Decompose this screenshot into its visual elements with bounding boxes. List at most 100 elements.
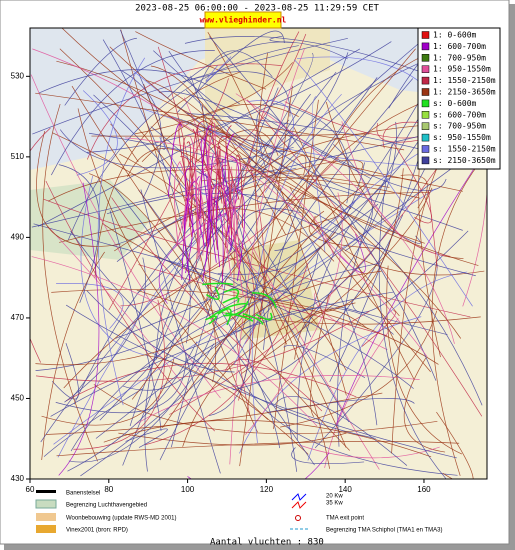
track bbox=[187, 452, 330, 479]
track bbox=[50, 291, 394, 417]
legend: 1: 0-600m 1: 600-700m 1: 700-950m 1: 950-15… bbox=[421, 31, 496, 165]
track bbox=[76, 90, 118, 176]
track bbox=[296, 178, 389, 441]
track bbox=[150, 65, 286, 235]
track bbox=[269, 35, 294, 43]
track bbox=[337, 77, 448, 447]
x-tick-label: 60 bbox=[26, 485, 35, 494]
footer: Aantal vluchten : 830 bbox=[210, 538, 324, 548]
y-tick-label: 430 bbox=[11, 474, 25, 483]
x-tick-label: 120 bbox=[260, 485, 274, 494]
legend-swatch bbox=[421, 88, 430, 96]
track bbox=[166, 41, 348, 99]
track bbox=[324, 318, 399, 468]
track bbox=[125, 137, 335, 256]
legend-label: s: 2150-3650m bbox=[433, 156, 496, 165]
track bbox=[307, 271, 468, 461]
track bbox=[121, 70, 162, 199]
track bbox=[80, 175, 150, 357]
track bbox=[31, 256, 318, 427]
track bbox=[32, 37, 348, 135]
track bbox=[77, 108, 269, 420]
key-swatch bbox=[36, 525, 56, 533]
track bbox=[30, 127, 51, 363]
legend-label: 1: 950-1550m bbox=[433, 65, 491, 74]
track bbox=[335, 167, 476, 425]
track bbox=[293, 59, 473, 307]
track bbox=[403, 357, 446, 453]
legend-swatch bbox=[421, 65, 430, 73]
track bbox=[217, 136, 229, 204]
track bbox=[242, 99, 429, 331]
track bbox=[215, 190, 221, 268]
axes: 60 80 100 120 140 160 430 450 470 490 510 530 bbox=[11, 71, 432, 494]
track bbox=[184, 168, 195, 233]
track bbox=[51, 342, 79, 400]
key-label: Woonbebouwing (update RWS-MD 2001) bbox=[66, 516, 177, 522]
key-label: Begrenzing Luchthavengebied bbox=[66, 503, 147, 509]
legend-swatch bbox=[421, 54, 430, 62]
track bbox=[205, 56, 232, 82]
track bbox=[178, 121, 191, 197]
track bbox=[308, 210, 384, 249]
key-label: 20 Kw bbox=[326, 494, 343, 500]
track bbox=[196, 50, 273, 94]
key-swatch bbox=[36, 490, 56, 493]
track bbox=[233, 142, 436, 366]
legend-label: 1: 600-700m bbox=[433, 42, 486, 51]
track bbox=[73, 299, 165, 450]
key-swatch bbox=[291, 493, 307, 501]
track bbox=[221, 160, 237, 250]
legend-label: s: 700-950m bbox=[433, 122, 486, 131]
track bbox=[169, 124, 467, 415]
track bbox=[36, 131, 121, 247]
track bbox=[196, 197, 212, 297]
track bbox=[348, 205, 421, 244]
track bbox=[35, 231, 336, 366]
site-badge bbox=[204, 11, 282, 29]
track bbox=[41, 358, 175, 426]
track bbox=[35, 310, 370, 382]
track bbox=[197, 120, 215, 187]
track bbox=[88, 132, 463, 231]
track bbox=[120, 29, 258, 433]
track bbox=[168, 50, 270, 148]
track bbox=[255, 53, 288, 345]
site: www.vlieghinder.nl bbox=[200, 15, 287, 25]
x-tick-label: 160 bbox=[417, 485, 431, 494]
legend-label: 1: 1550-2150m bbox=[433, 76, 496, 85]
track bbox=[294, 309, 369, 360]
track bbox=[183, 177, 194, 245]
track bbox=[65, 304, 457, 459]
y-tick-label: 510 bbox=[11, 152, 25, 161]
track bbox=[191, 163, 199, 254]
track bbox=[236, 188, 246, 282]
track bbox=[114, 173, 417, 252]
track bbox=[242, 313, 264, 325]
track bbox=[436, 411, 474, 479]
track bbox=[224, 359, 323, 412]
track bbox=[195, 176, 206, 247]
track bbox=[255, 312, 273, 321]
key-swatch bbox=[35, 499, 57, 509]
track bbox=[64, 257, 146, 403]
track bbox=[311, 96, 326, 253]
track bbox=[91, 133, 370, 137]
track bbox=[225, 145, 232, 236]
track bbox=[109, 46, 479, 266]
track bbox=[137, 71, 337, 294]
track bbox=[291, 447, 365, 465]
track bbox=[187, 121, 400, 317]
legend-label: 1: 0-600m bbox=[433, 31, 477, 40]
x-tick-label: 140 bbox=[338, 485, 352, 494]
key-label: Vinex2001 (bron: RPD) bbox=[66, 528, 128, 534]
track bbox=[184, 194, 194, 281]
track bbox=[89, 173, 217, 320]
track bbox=[51, 50, 215, 176]
legend-swatch bbox=[421, 156, 430, 165]
map-area bbox=[30, 28, 487, 479]
track bbox=[427, 190, 438, 269]
legend-swatch bbox=[421, 122, 430, 130]
track bbox=[97, 57, 146, 406]
